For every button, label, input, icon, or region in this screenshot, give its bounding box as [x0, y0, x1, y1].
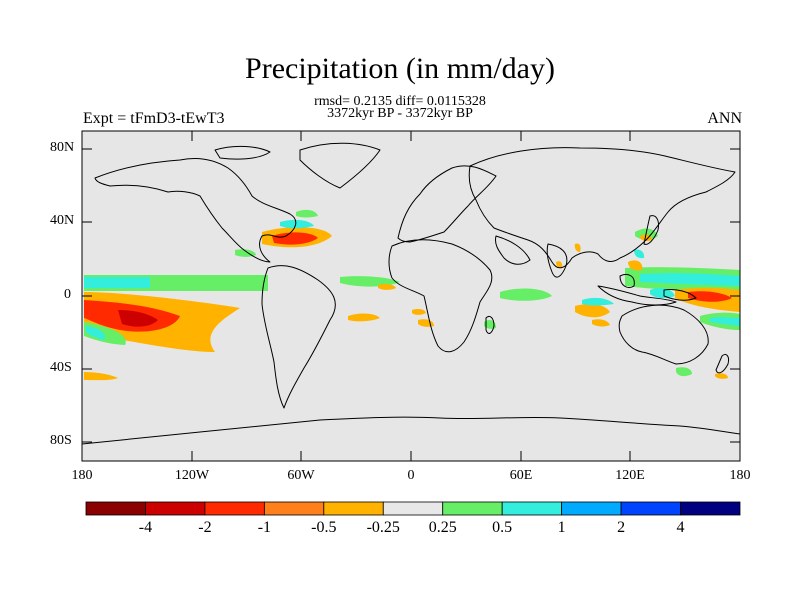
lon-label-180e: 180: [729, 468, 751, 483]
patch-cyan-wpac: [640, 273, 740, 286]
colorbar-label: 0.25: [428, 519, 457, 536]
patch-orange-indian-s2: [592, 319, 610, 327]
colorbar-box: [501, 501, 563, 516]
lat-label-80s: 80S: [50, 433, 72, 448]
lon-label-60e: 60E: [509, 468, 533, 483]
page-title: Precipitation (in mm/day): [245, 52, 555, 85]
colorbar-box: [561, 501, 622, 516]
patch-cyan-spcz: [710, 317, 740, 326]
patch-orange-bengal: [574, 243, 581, 252]
greenland-outline: [299, 142, 381, 189]
north-america-outline: [94, 157, 297, 263]
coastlines: [81, 142, 741, 445]
patch-green-spac: [84, 322, 126, 345]
patch-green-madagascar: [484, 320, 496, 329]
lon-label-120w: 120W: [174, 468, 210, 483]
patch-orange-phil: [628, 260, 643, 271]
colorbar-label: 4: [676, 519, 685, 536]
patch-orange-satl2: [412, 309, 426, 315]
south-america-outline: [261, 265, 336, 409]
patch-cyan-atl: [280, 219, 314, 229]
patch-orange-south: [84, 372, 118, 381]
patch-orange-eq-atl: [378, 284, 396, 290]
patch-green-eq-atl: [340, 276, 400, 287]
map-background: [82, 131, 740, 461]
stats-line: rmsd= 0.2135 diff= 0.0115328: [314, 94, 486, 109]
colorbar-box: [442, 501, 503, 516]
lon-label-0: 0: [407, 468, 415, 483]
colorbar-box: [323, 501, 384, 516]
colorbar: [85, 501, 741, 516]
patch-cyan-phil: [634, 249, 645, 259]
patch-red-atl: [272, 232, 318, 245]
madagascar-outline: [485, 315, 495, 334]
season-label: ANN: [707, 110, 742, 127]
colorbar-label: -4: [138, 519, 153, 536]
asia-outline: [468, 147, 736, 269]
new-zealand-outline: [715, 353, 729, 374]
arctic-islands-outline: [214, 145, 271, 160]
colorbar-label: -0.5: [311, 519, 337, 536]
patch-orange-nz: [715, 373, 728, 379]
colorbar-label: -1: [257, 519, 272, 536]
indonesia-outline: [597, 285, 677, 306]
africa-outline: [388, 239, 493, 353]
patch-cyan-png: [650, 288, 675, 299]
japan-outline: [643, 215, 659, 245]
experiment-label: Expt = tFmD3-tEwT3: [83, 110, 225, 127]
lat-label-40n: 40N: [50, 213, 75, 228]
anomaly-patches: [84, 209, 740, 381]
patch-green-nz: [676, 367, 692, 377]
patch-darkred-pacific: [118, 310, 158, 327]
colorbar-label: -0.25: [366, 519, 400, 536]
colorbar-label: -2: [198, 519, 212, 536]
colorbar-label: 0.5: [492, 519, 513, 536]
europe-outline: [397, 165, 497, 243]
patch-red-png: [688, 291, 732, 302]
borneo-outline: [619, 273, 635, 289]
patch-cyan-indian-s: [582, 297, 614, 306]
lat-label-0: 0: [64, 287, 71, 302]
lat-label-40s: 40S: [50, 360, 72, 375]
colorbar-box: [382, 501, 444, 516]
patch-orange-india: [556, 261, 563, 268]
patch-cyan-eq-pacific: [84, 277, 150, 288]
lon-tick-marks: [81, 131, 741, 461]
period-line: 3372kyr BP - 3372kyr BP: [327, 106, 473, 121]
patch-green-atl-n: [296, 209, 318, 218]
colorbar-box: [85, 501, 146, 516]
colorbar-box: [680, 501, 741, 516]
antarctica-outline: [81, 416, 741, 445]
india-outline: [546, 243, 568, 278]
new-guinea-outline: [663, 289, 697, 301]
patch-orange-satl: [348, 313, 380, 322]
australia-outline: [618, 304, 709, 365]
colorbar-label: 2: [617, 519, 626, 536]
lon-label-120e: 120E: [615, 468, 645, 483]
colorbar-box: [620, 501, 681, 516]
lat-tick-marks: [82, 148, 740, 443]
patch-orange-indian-s: [575, 304, 610, 318]
lat-label-80n: 80N: [50, 140, 75, 155]
patch-cyan-spac: [86, 326, 106, 340]
colorbar-box: [145, 501, 206, 516]
colorbar-box: [204, 501, 265, 516]
colorbar-label: 1: [557, 519, 566, 536]
arabia-outline: [495, 235, 531, 265]
colorbar-box: [263, 501, 325, 516]
lon-label-180w: 180: [71, 468, 93, 483]
lon-label-60w: 60W: [287, 468, 315, 483]
patch-green-indian: [500, 288, 552, 301]
